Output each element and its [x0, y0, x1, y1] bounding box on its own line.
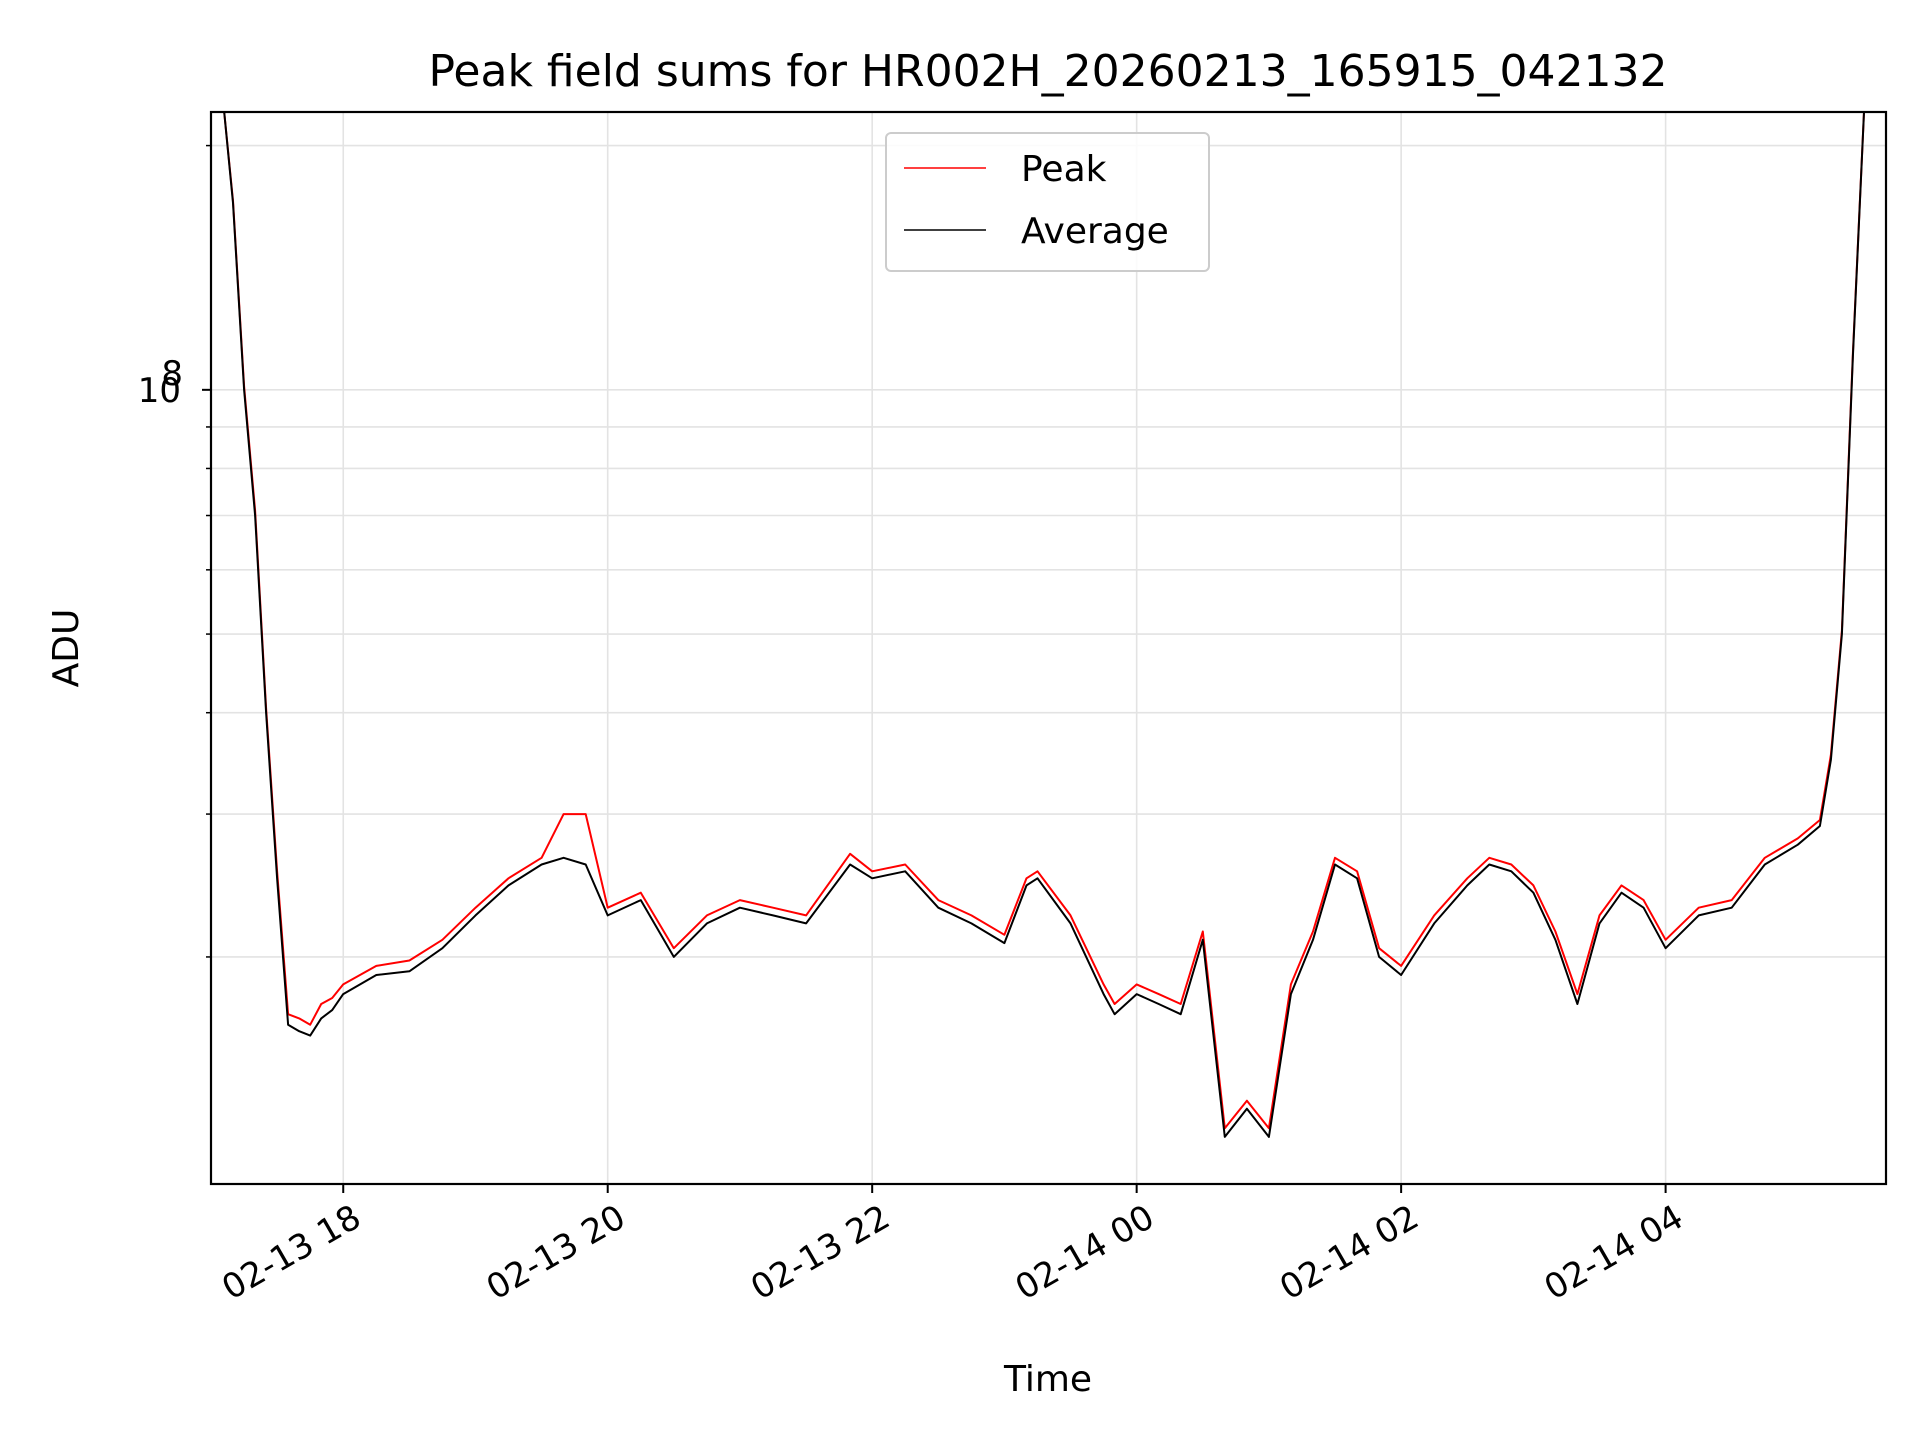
- plot-area-frame: [209, 110, 1888, 1186]
- x-tick-label: 02-14 02: [1273, 1197, 1425, 1308]
- chart-title: Peak field sums for HR002H_20260213_1659…: [428, 46, 1667, 97]
- grid: [211, 112, 1886, 1184]
- series-line-average: [223, 111, 1865, 1138]
- x-tick-label: 02-14 04: [1538, 1197, 1690, 1308]
- series-lines: [223, 111, 1865, 1138]
- axis-ticks: 02-13 18 02-13 20 02-13 22 02-14 00 02-14 02…: [138, 144, 1690, 1308]
- y-axis-label: ADU: [46, 609, 87, 688]
- x-tick-label: 02-13 18: [215, 1197, 367, 1308]
- y-tick-label: 10: [138, 371, 181, 411]
- x-tick-label: 02-13 22: [744, 1197, 896, 1308]
- y-tick-label-base: 10: [138, 371, 181, 411]
- legend: Peak Average: [885, 132, 1210, 272]
- x-tick-label: 02-13 20: [480, 1197, 632, 1308]
- x-axis-label: Time: [1003, 1359, 1092, 1400]
- x-tick-label: 02-14 00: [1009, 1197, 1161, 1308]
- y-tick-label-exponent: 8: [161, 354, 183, 394]
- series-line-peak: [223, 111, 1865, 1130]
- legend-label-average: Average: [1021, 211, 1169, 252]
- legend-label-peak: Peak: [1021, 149, 1107, 190]
